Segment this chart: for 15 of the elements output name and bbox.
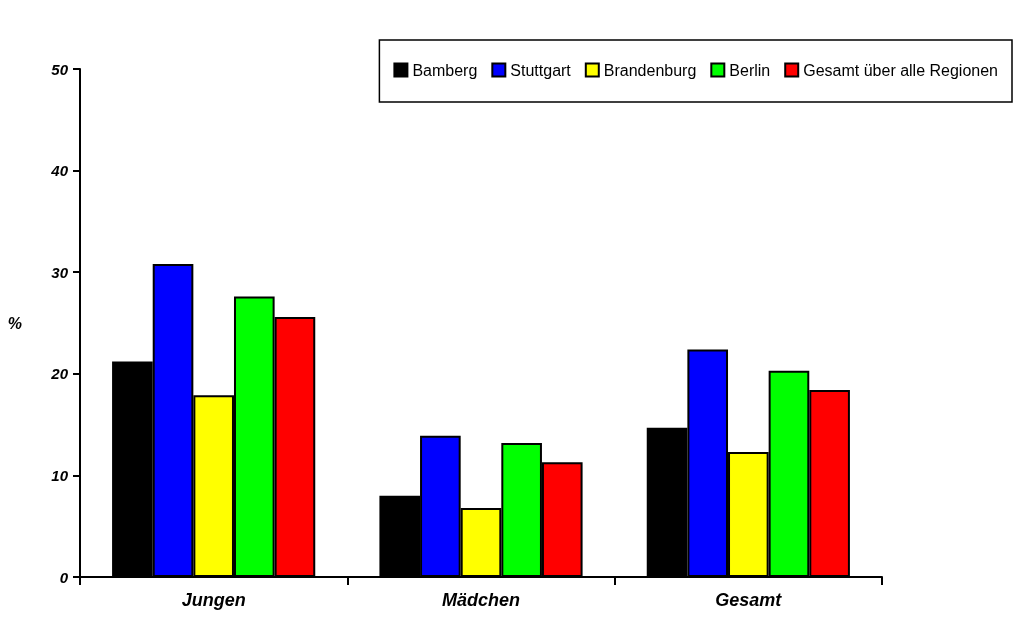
y-tick-label: 40 [50,162,69,180]
x-tick-label: Mädchen [441,590,521,610]
y-tick-label: 30 [51,263,69,281]
y-axis-title: % [7,314,22,332]
y-tick-label: 0 [59,568,69,586]
x-tick-label: Gesamt [715,590,783,610]
legend-label: Brandenburg [603,61,697,79]
legend-label: Gesamt über alle Regionen [803,61,998,79]
x-tick-label: Jungen [181,590,246,610]
y-tick-label: 20 [50,365,69,383]
y-tick-label: 50 [51,60,69,78]
legend-label: Berlin [729,61,771,79]
legend-label: Stuttgart [510,61,572,79]
legend-label: Bamberg [412,61,478,79]
y-tick-label: 10 [51,466,69,484]
